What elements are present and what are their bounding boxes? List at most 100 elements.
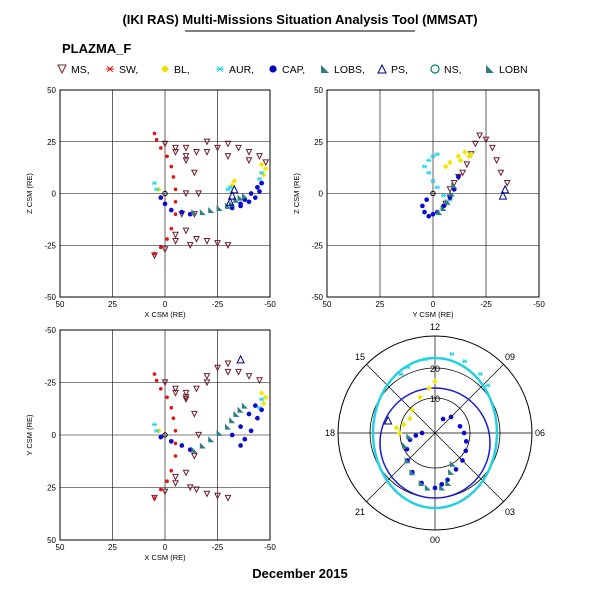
- y-axis-label: Z CSM (RE): [292, 173, 301, 214]
- data-point-aur: [154, 187, 160, 192]
- polar-point-aur: [398, 372, 404, 377]
- y-tick-label: -50: [311, 293, 323, 302]
- polar-hour-label: 03: [505, 507, 515, 517]
- y-tick-label: 0: [319, 190, 324, 199]
- data-point-cap: [238, 424, 243, 429]
- data-point-ms: [190, 169, 198, 177]
- data-point-ms: [203, 149, 211, 156]
- data-point-lobs: [241, 192, 248, 199]
- data-point-ms: [471, 140, 479, 148]
- data-point-ms: [497, 169, 505, 177]
- data-point-aur: [430, 154, 436, 159]
- data-point-aur-stroke: [435, 185, 440, 190]
- data-point-ms: [245, 373, 253, 380]
- data-point-lobs: [237, 194, 244, 201]
- data-point-sw: [152, 251, 157, 256]
- data-point-cap: [248, 191, 254, 196]
- data-point-bl: [260, 172, 267, 178]
- x-tick-label: 50: [56, 300, 65, 309]
- data-point-ms: [203, 238, 211, 245]
- data-point-sw: [171, 416, 176, 421]
- data-point-sw: [173, 212, 178, 216]
- data-point-ms: [190, 452, 198, 460]
- data-point-lobs: [191, 209, 198, 216]
- data-point-aur-stroke: [257, 176, 262, 182]
- panel-polar: 12 09 06 03 00 21 18 15 10 20: [325, 322, 545, 545]
- mission-name: PLAZMA_F: [62, 41, 131, 56]
- polar-point-lobs: [402, 442, 409, 449]
- data-point-ms: [182, 157, 190, 165]
- x-tick-label: 50: [323, 300, 332, 309]
- data-point-aur-stroke: [227, 185, 233, 190]
- data-point-sw: [173, 429, 178, 433]
- data-point-cap: [255, 415, 260, 421]
- polar-point-bl: [400, 421, 407, 428]
- x-tick-label: 25: [108, 300, 117, 309]
- legend: MS, SW, BL, AUR, CAP, LOBS, PS, NS, LOBN: [57, 63, 528, 76]
- polar-point-cap: [440, 416, 446, 422]
- data-point-aur: [434, 151, 440, 157]
- data-point-cap: [259, 407, 264, 413]
- data-point-lobs: [451, 182, 458, 189]
- data-point-cap: [158, 434, 164, 440]
- data-point-lobs: [436, 209, 443, 216]
- data-point-aur: [256, 176, 263, 182]
- data-point-bl: [263, 165, 269, 172]
- polar-point-aur-stroke: [478, 371, 483, 377]
- data-point-ms: [224, 242, 232, 249]
- data-point-ms: [214, 144, 221, 152]
- data-point-ms: [161, 246, 169, 254]
- polar-point-cap: [460, 458, 465, 463]
- polar-point-lobs: [445, 479, 452, 486]
- data-point-lobs: [191, 446, 198, 453]
- polar-point-cap: [457, 423, 463, 429]
- legend-marker-1-stroke: [106, 65, 114, 73]
- data-point-cap: [162, 201, 168, 207]
- legend-label-5: LOBS,: [334, 64, 365, 76]
- data-point-aur-stroke: [154, 187, 159, 192]
- polar-point-lobs: [424, 484, 431, 491]
- y-tick-label: 0: [52, 431, 57, 440]
- data-point-ms: [161, 488, 169, 496]
- data-point-cap: [187, 211, 193, 217]
- data-point-cap: [420, 203, 425, 209]
- polar-point-lobs: [404, 457, 411, 464]
- y-tick-label: 25: [47, 484, 56, 493]
- data-point-aur: [154, 428, 160, 433]
- data-point-ms: [203, 373, 211, 380]
- data-point-lobs: [216, 429, 223, 436]
- footer-date: December 2015: [252, 566, 347, 581]
- polar-point-bl: [406, 415, 413, 422]
- x-axis-label: X CSM (RE): [144, 553, 186, 562]
- legend-marker-0: [57, 64, 67, 75]
- polar-hour-label: 15: [355, 352, 365, 362]
- data-point-ms: [172, 238, 179, 245]
- y-tick-label: -25: [44, 379, 56, 388]
- data-point-ms: [224, 140, 232, 148]
- data-point-ms: [235, 144, 242, 152]
- polar-point-bl: [432, 378, 438, 385]
- polar-point-bl: [393, 425, 400, 431]
- data-point-sw: [165, 479, 169, 484]
- data-point-ms: [172, 144, 179, 152]
- data-point-ms: [482, 136, 490, 144]
- data-point-bl: [466, 153, 472, 160]
- data-point-aur: [421, 164, 428, 169]
- polar-point-cap: [439, 481, 445, 487]
- polar-point-lobs: [439, 484, 446, 491]
- data-point-ms: [476, 132, 484, 140]
- data-point-ms: [224, 368, 232, 376]
- x-tick-label: 0: [431, 300, 436, 309]
- polar-point-cap: [448, 414, 454, 420]
- data-point-lobs: [199, 442, 206, 449]
- data-point-lobs: [449, 190, 456, 197]
- polar-point-cap: [463, 448, 469, 454]
- legend-marker-4: [269, 65, 277, 73]
- data-point-aur: [151, 422, 158, 427]
- data-point-ms: [161, 140, 169, 148]
- data-point-lobs: [440, 204, 447, 211]
- polar-point-lobs: [409, 469, 416, 476]
- data-point-ms: [172, 473, 179, 481]
- data-point-ms: [214, 240, 221, 247]
